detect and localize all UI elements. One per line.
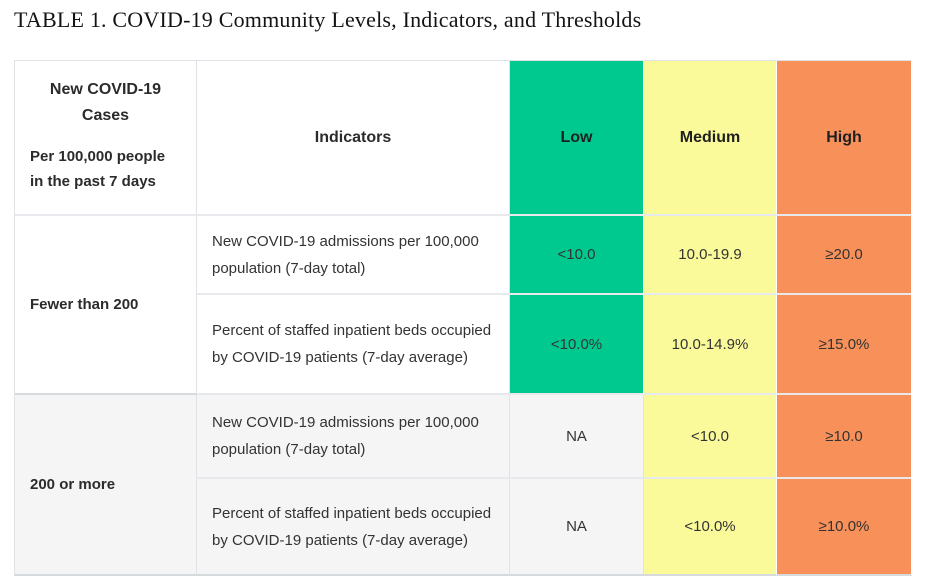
value-cell-high: ≥10.0% [777, 479, 912, 576]
cases-header-subtitle: Per 100,000 people in the past 7 days [30, 148, 166, 190]
cases-header-title: New COVID-19 Cases [49, 81, 162, 124]
value-cell-medium: 10.0-19.9 [644, 216, 777, 295]
header-row: New COVID-19 Cases Per 100,000 people in… [15, 61, 912, 216]
value-cell-low-na: NA [510, 479, 644, 576]
table-row: Percent of staffed inpatient beds occupi… [15, 295, 912, 395]
indicator-cell: Percent of staffed inpatient beds occupi… [197, 479, 510, 576]
level-header-high: High [777, 61, 912, 216]
cases-column-header: New COVID-19 Cases Per 100,000 people in… [15, 61, 197, 216]
value-cell-medium: <10.0 [644, 395, 777, 479]
value-cell-low-na: NA [510, 395, 644, 479]
cases-group-label-200-or-more: 200 or more [15, 395, 197, 576]
table-row: 200 or more New COVID-19 admissions per … [15, 395, 912, 576]
indicator-cell: Percent of staffed inpatient beds occupi… [197, 295, 510, 395]
community-levels-table: New COVID-19 Cases Per 100,000 people in… [14, 60, 912, 576]
table-row: Fewer than 200 New COVID-19 admissions p… [15, 216, 912, 395]
cases-group-label-fewer-than-200: Fewer than 200 [15, 216, 197, 395]
indicators-column-header: Indicators [197, 61, 510, 216]
value-cell-medium: <10.0% [644, 479, 777, 576]
value-cell-low: <10.0 [510, 216, 644, 295]
table-title: TABLE 1. COVID-19 Community Levels, Indi… [14, 7, 642, 32]
value-cell-medium: 10.0-14.9% [644, 295, 777, 395]
value-cell-high: ≥10.0 [777, 395, 912, 479]
level-header-low: Low [510, 61, 644, 216]
value-cell-high: ≥15.0% [777, 295, 912, 395]
value-cell-high: ≥20.0 [777, 216, 912, 295]
table-row: Percent of staffed inpatient beds occupi… [15, 479, 912, 576]
indicator-cell: New COVID-19 admissions per 100,000 popu… [197, 216, 510, 295]
value-cell-low: <10.0% [510, 295, 644, 395]
level-header-medium: Medium [644, 61, 777, 216]
indicator-cell: New COVID-19 admissions per 100,000 popu… [197, 395, 510, 479]
